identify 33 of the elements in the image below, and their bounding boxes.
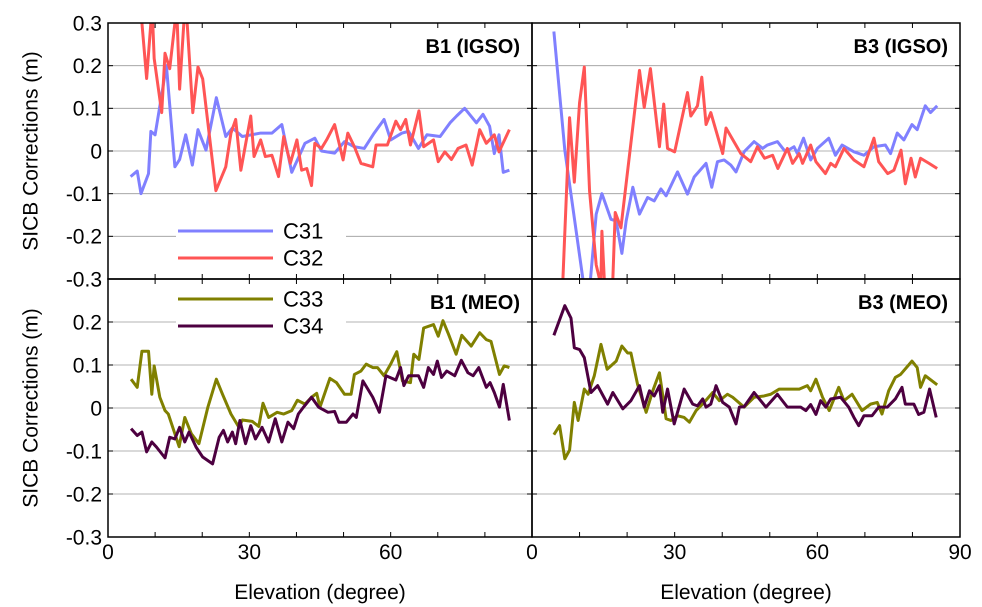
y-tick-label: -0.3: [66, 268, 102, 292]
legend-label: C31: [283, 218, 324, 244]
y-tick-label: -0.1: [66, 440, 102, 464]
line-series: [130, 358, 511, 466]
y-tick-label: 0.1: [72, 354, 102, 378]
y-axis-title: SICB Corrections (m): [19, 51, 42, 251]
x-tick-label: 0: [526, 541, 538, 564]
y-axis-title: SICB Corrections (m): [19, 308, 42, 508]
y-tick-label: -0.3: [66, 526, 102, 550]
y-tick-label: 0.3: [72, 12, 102, 36]
legend-label: C34: [283, 314, 324, 339]
y-tick-label: 0.1: [72, 98, 102, 121]
legend-label: C33: [283, 286, 324, 312]
text: B3 (MEO): [858, 292, 948, 314]
y-tick-label: 0: [90, 140, 102, 164]
x-tick-label: 60: [378, 541, 402, 564]
y-tick-label: 0.2: [72, 311, 102, 334]
x-axis-title: Elevation (degree): [234, 581, 406, 604]
text: B3 (IGSO): [854, 36, 948, 58]
text: B1 (IGSO): [426, 36, 520, 58]
y-tick-label: 0: [90, 397, 102, 420]
legend-label: C32: [283, 246, 324, 271]
x-tick-label: 30: [662, 541, 686, 564]
y-tick-label: -0.1: [66, 183, 102, 206]
x-tick-label: 30: [238, 541, 262, 564]
line-series: [130, 319, 511, 448]
x-axis-title: Elevation (degree): [660, 581, 832, 604]
x-tick-label: 90: [948, 541, 972, 564]
x-tick-label: 60: [806, 541, 830, 564]
y-tick-label: 0.2: [72, 55, 102, 78]
text: B1 (MEO): [430, 292, 520, 314]
y-tick-label: -0.2: [66, 483, 102, 506]
y-tick-label: -0.2: [66, 226, 102, 249]
